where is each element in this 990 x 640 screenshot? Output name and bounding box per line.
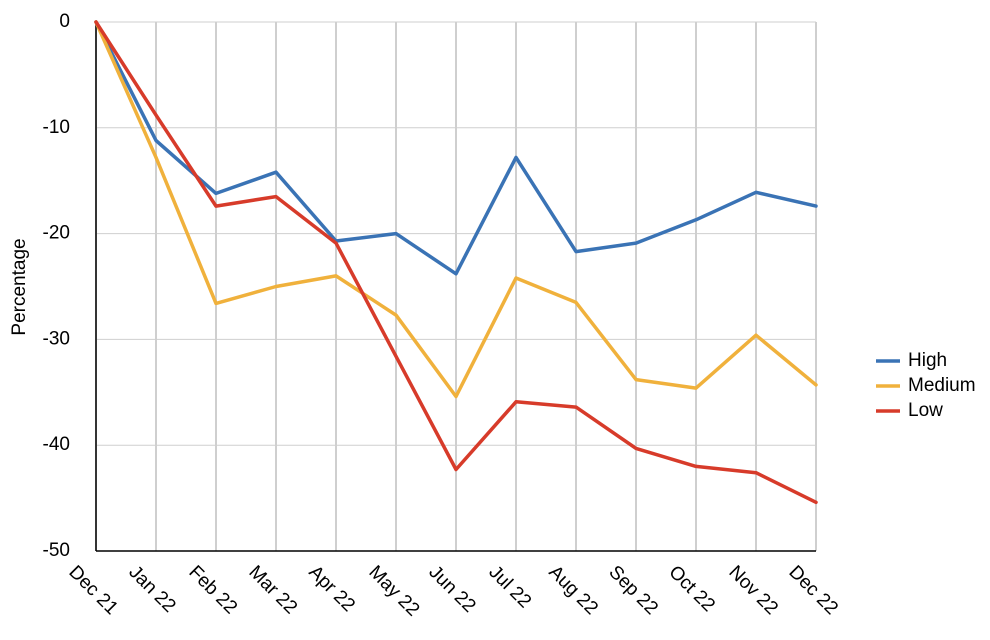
y-tick-labels: 0 -10 -20 -30 -40 -50 [43, 11, 70, 561]
legend: High Medium Low [876, 350, 976, 421]
grid [95, 21, 817, 552]
x-tick-labels: Dec 21 Jan 22 Feb 22 Mar 22 Apr 22 May 22 Jun … [64, 562, 841, 621]
x-tick-label: Jul 22 [484, 562, 535, 613]
y-tick-label: -30 [43, 328, 70, 349]
x-tick-label: Jan 22 [124, 562, 179, 617]
y-tick-label: -40 [43, 434, 70, 455]
x-tick-label: Jun 22 [424, 562, 479, 617]
legend-label-low: Low [908, 400, 943, 421]
y-tick-label: -10 [43, 117, 70, 138]
y-tick-label: -50 [43, 540, 70, 561]
y-tick-label: 0 [59, 11, 70, 32]
axes [95, 22, 816, 552]
y-axis-title: Percentage [9, 238, 30, 335]
y-tick-label: -20 [43, 223, 70, 244]
x-tick-label: Feb 22 [184, 562, 241, 619]
legend-label-medium: Medium [908, 375, 976, 396]
legend-label-high: High [908, 350, 947, 371]
x-tick-label: May 22 [364, 562, 423, 621]
x-tick-label: Mar 22 [244, 562, 301, 619]
series-lines [94, 20, 818, 505]
x-tick-label: Sep 22 [604, 562, 661, 619]
x-tick-label: Dec 22 [784, 562, 841, 619]
x-tick-label: Dec 21 [64, 562, 121, 619]
x-tick-label: Oct 22 [664, 562, 718, 616]
x-tick-label: Nov 22 [724, 562, 781, 619]
x-tick-label: Aug 22 [544, 562, 601, 619]
x-tick-label: Apr 22 [304, 562, 358, 616]
